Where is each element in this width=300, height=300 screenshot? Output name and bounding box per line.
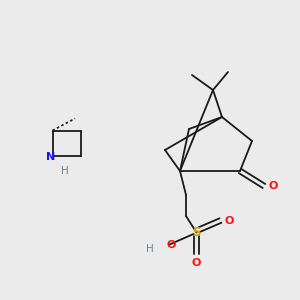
Text: O: O	[224, 215, 234, 226]
Text: H: H	[61, 166, 68, 176]
Text: O: O	[166, 239, 176, 250]
Text: O: O	[268, 181, 278, 191]
Text: O: O	[192, 258, 201, 268]
Text: H: H	[146, 244, 154, 254]
Text: S: S	[192, 226, 201, 239]
Text: N: N	[46, 152, 56, 163]
